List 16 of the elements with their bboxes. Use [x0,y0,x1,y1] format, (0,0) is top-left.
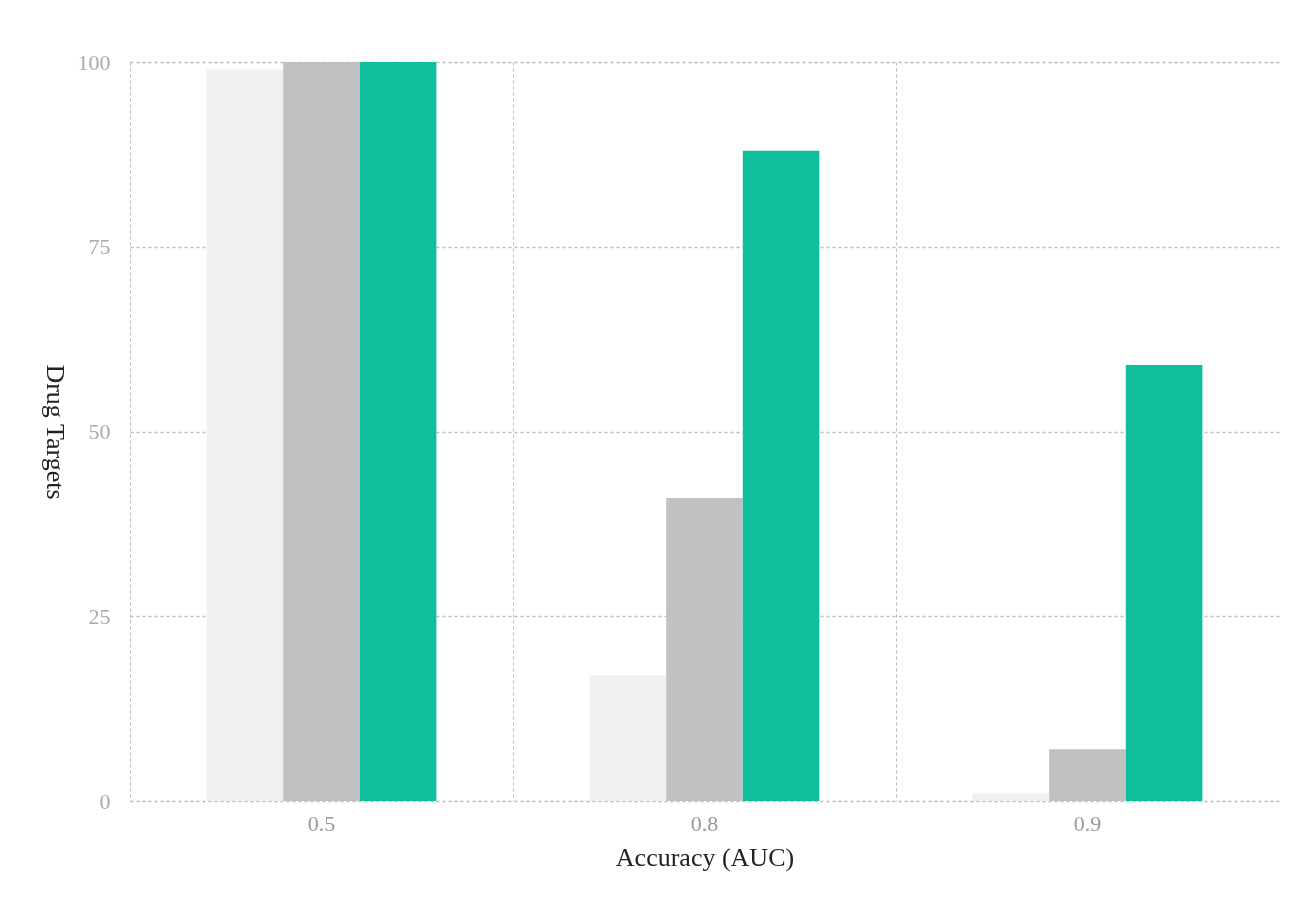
y-tick-label: 0 [99,788,111,814]
y-axis-title: Drug Targets [40,364,70,500]
y-tick-label: 100 [77,49,111,75]
y-tick-label: 75 [88,234,111,260]
bar [972,793,1050,801]
bar [206,69,284,801]
y-tick-label: 25 [88,603,111,629]
x-axis-title: Accuracy (AUC) [615,842,795,872]
x-tick-label: 0.5 [307,810,336,836]
x-tick-label: 0.8 [690,810,719,836]
bar [1125,364,1203,801]
x-tick-label: 0.9 [1073,810,1102,836]
bar [359,62,437,801]
bar [589,675,667,801]
y-tick-label: 50 [88,419,111,444]
bar [742,150,820,801]
